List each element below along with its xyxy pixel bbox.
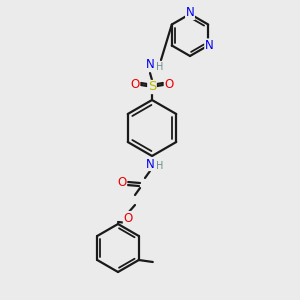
Text: H: H (156, 62, 164, 72)
Text: N: N (146, 158, 154, 170)
Text: O: O (130, 79, 140, 92)
Text: O: O (117, 176, 127, 188)
Text: N: N (186, 7, 194, 20)
Text: N: N (205, 39, 214, 52)
Text: S: S (148, 80, 156, 94)
Text: N: N (146, 58, 154, 71)
Text: O: O (164, 79, 174, 92)
Text: O: O (123, 212, 133, 224)
Text: H: H (156, 161, 164, 171)
